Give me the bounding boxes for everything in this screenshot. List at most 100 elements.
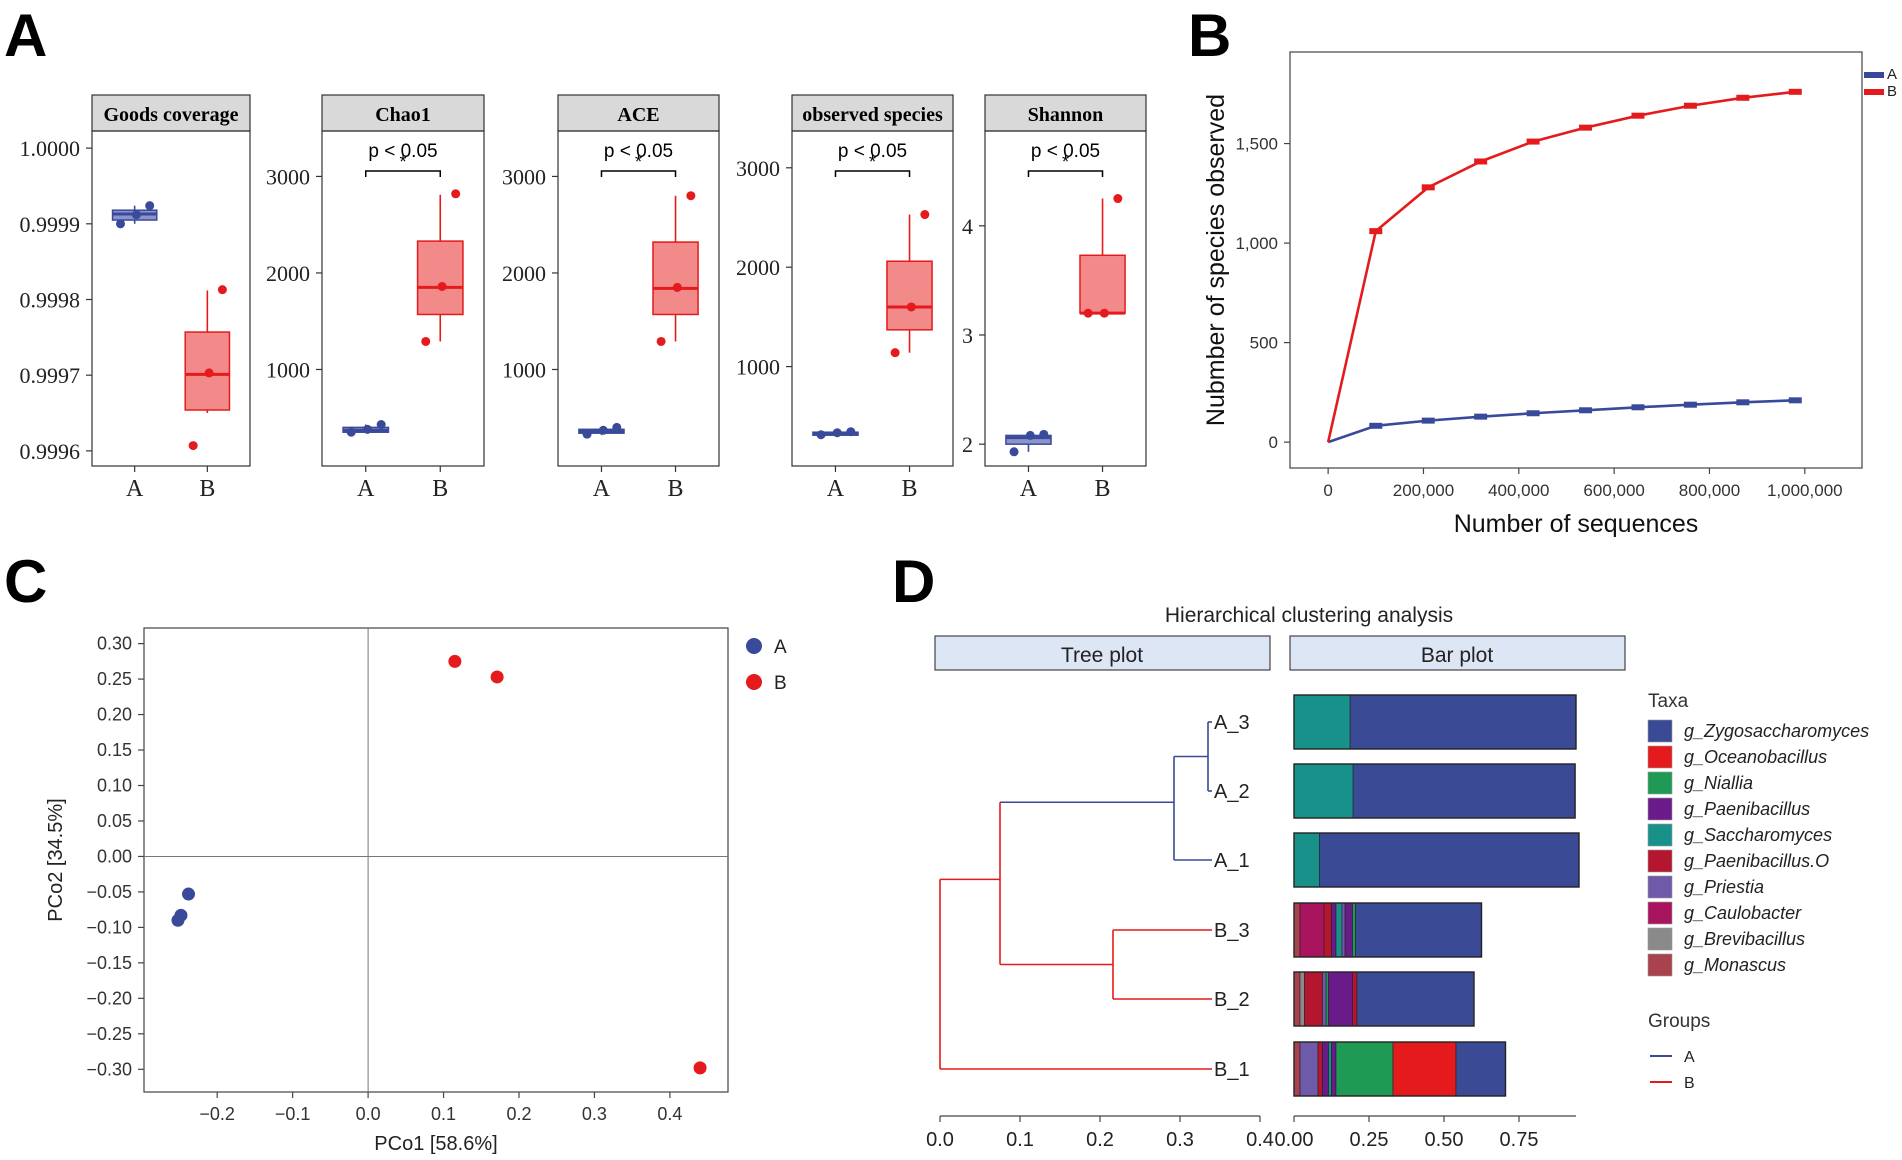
y-tick-label: −0.05 [86, 882, 132, 902]
panel-letter-b: B [1188, 2, 1231, 69]
series-point-B [1788, 88, 1802, 95]
tree-x-tick-label: 0.4 [1246, 1129, 1274, 1151]
series-point-A [1474, 413, 1488, 420]
facet-title: Chao1 [375, 104, 431, 126]
x-tick-label: 0.2 [506, 1104, 531, 1124]
bar-outline [1293, 832, 1580, 888]
y-tick-label: 1,500 [1235, 135, 1278, 154]
bar-segment [1352, 763, 1576, 819]
legend-swatch [1647, 719, 1673, 743]
panel-b-rarefaction: 0 200,000 400,000 600,000 800,000 1,000,000 0 5… [1202, 51, 1897, 538]
significance-star: * [1062, 152, 1069, 172]
series-point-A [1579, 407, 1593, 414]
bar-segment [1293, 1041, 1301, 1097]
x-axis-title: Number of sequences [1454, 510, 1699, 538]
legend-swatch [1647, 927, 1673, 951]
y-tick-label: 1000 [266, 357, 310, 382]
bar-segment [1319, 832, 1580, 888]
x-axis-title: PCo1 [58.6%] [374, 1133, 497, 1155]
data-point [906, 302, 916, 312]
x-tick-label: 0.4 [657, 1104, 682, 1124]
y-tick-label: 2000 [502, 261, 546, 286]
legend-swatch [1647, 875, 1673, 899]
bar-outline [1293, 971, 1475, 1027]
y-tick-label: −0.20 [86, 988, 132, 1008]
bar-segment [1355, 902, 1482, 958]
legend-label: g_Zygosaccharomyces [1684, 721, 1869, 741]
x-tick-label: A [593, 476, 611, 502]
bar-x-tick-label: 0.50 [1425, 1129, 1464, 1151]
data-point [1083, 308, 1093, 318]
box [886, 260, 933, 331]
y-tick-label: 4 [962, 214, 973, 239]
facet-title: observed species [802, 104, 943, 126]
x-tick-label: 200,000 [1393, 481, 1454, 500]
legend-title-taxa: Taxa [1648, 691, 1689, 712]
y-tick-label: 0.00 [97, 846, 132, 866]
significance-bracket [600, 170, 677, 177]
scatter-point-B [693, 1061, 707, 1075]
facet-frame [791, 130, 954, 467]
bar-segment [1299, 1041, 1319, 1097]
bar-segment [1356, 971, 1475, 1027]
legend-group-label: B [1684, 1075, 1695, 1092]
data-point [816, 430, 826, 440]
series-point-B [1683, 102, 1697, 109]
legend-swatch [1647, 901, 1673, 925]
y-tick-label: 0 [1269, 433, 1278, 452]
data-point [598, 425, 608, 435]
tree-x-tick-label: 0.2 [1086, 1129, 1114, 1151]
series-point-A [1788, 397, 1802, 404]
facet-strip [91, 94, 251, 132]
scatter-point-B [448, 654, 462, 668]
y-tick-label: 1000 [736, 355, 780, 380]
tree-x-tick-label: 0.0 [926, 1129, 954, 1151]
data-point [1025, 430, 1035, 440]
tree-header-box [934, 635, 1271, 671]
data-point [116, 219, 126, 229]
legend-label: B [1887, 83, 1897, 100]
legend-label: g_Oceanobacillus [1684, 747, 1827, 767]
data-point [421, 336, 431, 346]
bar-segment [1328, 971, 1353, 1027]
data-point [376, 419, 386, 429]
legend-swatch [1647, 823, 1673, 847]
data-point [1113, 194, 1123, 204]
x-tick-label: 600,000 [1583, 481, 1644, 500]
y-tick-label: 0.20 [97, 705, 132, 725]
series-point-B [1631, 112, 1645, 119]
x-tick-label: 400,000 [1488, 481, 1549, 500]
facet-title: Shannon [1028, 104, 1104, 126]
data-point [846, 427, 856, 437]
x-tick-label: 1,000,000 [1767, 481, 1843, 500]
bar-segment [1317, 1041, 1323, 1097]
series-point-B [1736, 94, 1750, 101]
facet-2: ACE 1000 2000 3000 A Bp < 0.05* [502, 94, 720, 502]
facet-frame [91, 130, 251, 467]
series-point-B [1421, 184, 1435, 191]
series-point-B [1579, 124, 1593, 131]
x-tick-label: A [357, 476, 375, 502]
bar-segment [1331, 1041, 1337, 1097]
data-point [686, 191, 696, 201]
data-point [582, 429, 592, 439]
x-tick-label: B [668, 476, 684, 502]
significance-label: p < 0.05 [368, 141, 437, 162]
data-point [612, 422, 622, 432]
tree-x-tick-label: 0.3 [1166, 1129, 1194, 1151]
bar-segment [1328, 1041, 1332, 1097]
y-tick-label: 1,000 [1235, 234, 1278, 253]
data-point [656, 336, 666, 346]
x-tick-label: B [1095, 476, 1111, 502]
x-tick-label: 0.0 [356, 1104, 381, 1124]
leaf-label: A_2 [1214, 781, 1250, 803]
legend-label: g_Brevibacillus [1684, 929, 1805, 949]
legend-label: B [774, 673, 787, 694]
bar-segment [1335, 902, 1343, 958]
y-tick-label: 0.10 [97, 776, 132, 796]
series-point-A [1631, 404, 1645, 411]
y-tick-label: 0.30 [97, 634, 132, 654]
x-tick-label: B [199, 476, 215, 502]
y-tick-label: 0.9996 [20, 439, 81, 464]
significance-star: * [399, 152, 406, 172]
